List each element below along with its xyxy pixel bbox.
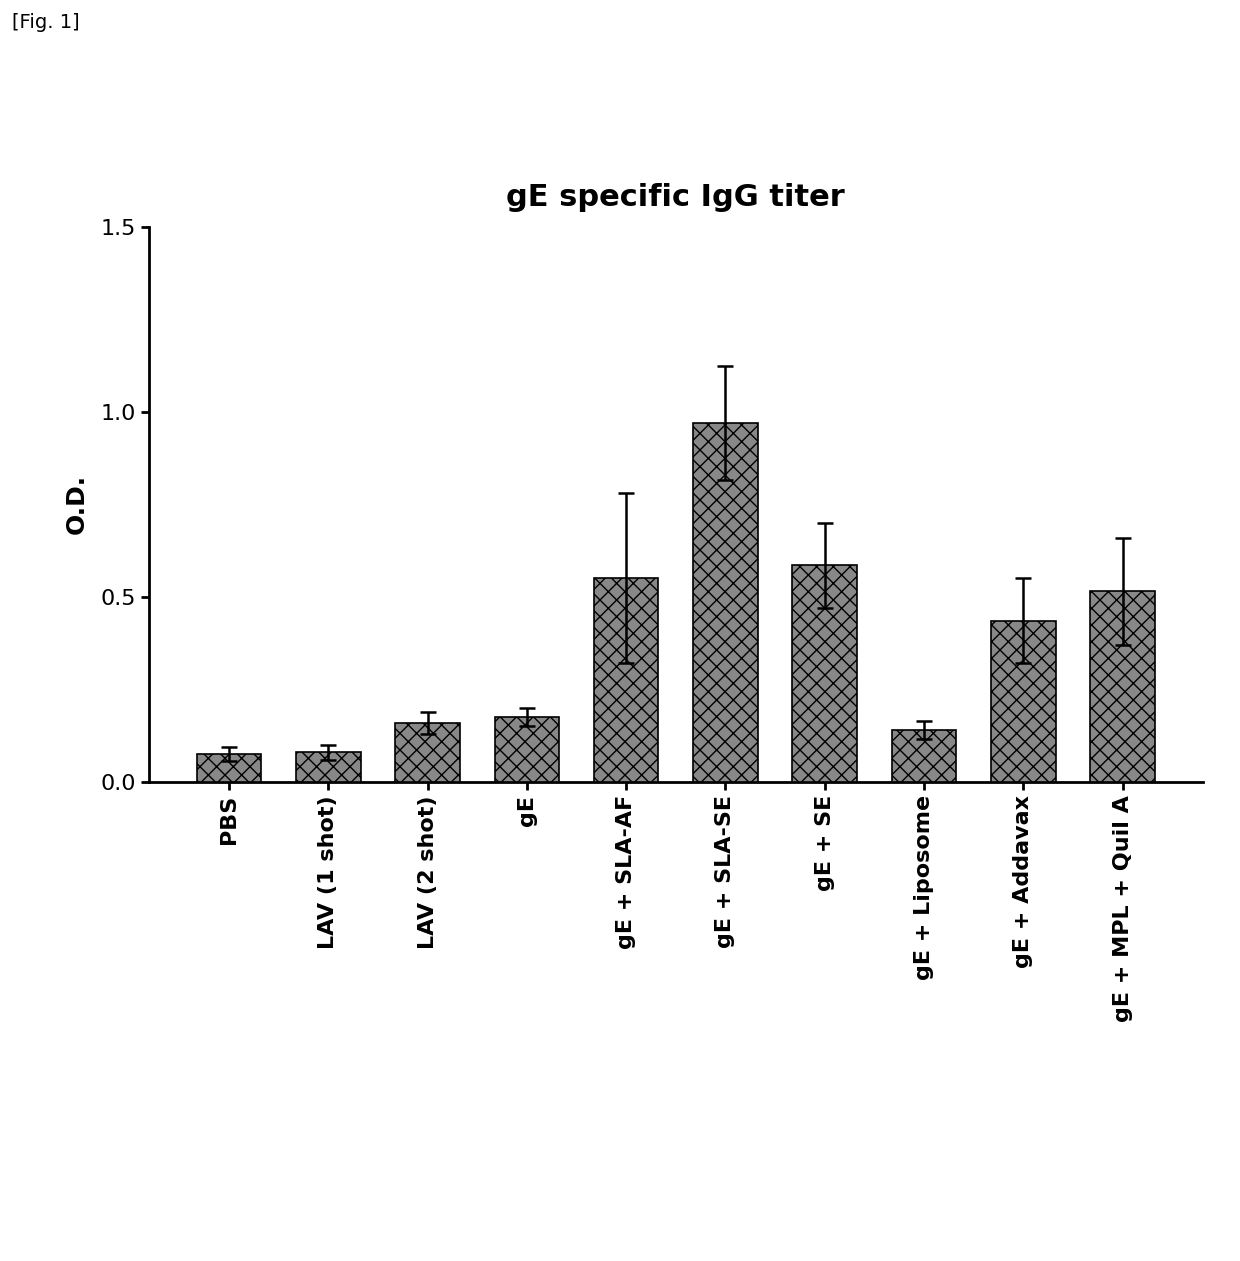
Bar [693,422,758,782]
Bar [495,718,559,782]
Bar [1090,591,1154,782]
Bar [594,579,658,782]
Bar [396,723,460,782]
Bar [991,620,1055,782]
Bar [892,730,956,782]
Bar [792,565,857,782]
Bar [197,754,262,782]
Y-axis label: O.D.: O.D. [64,474,89,535]
Title: gE specific IgG titer: gE specific IgG titer [506,183,846,212]
Bar [296,753,361,782]
Text: [Fig. 1]: [Fig. 1] [12,13,81,32]
